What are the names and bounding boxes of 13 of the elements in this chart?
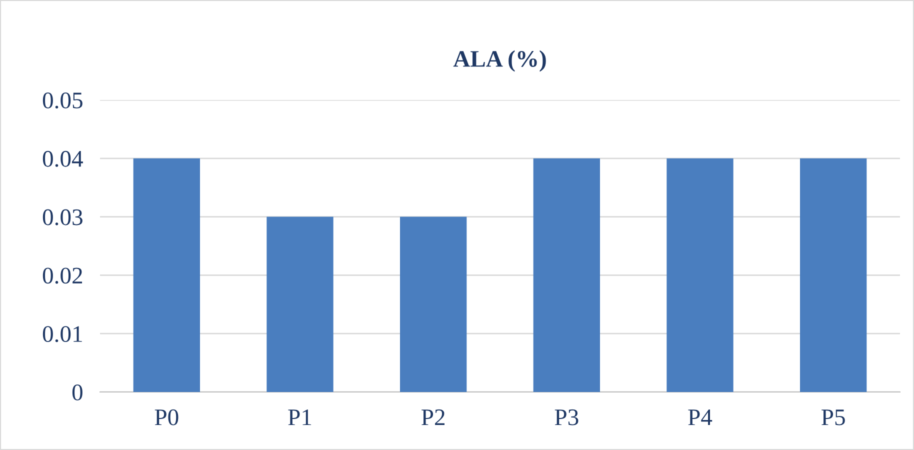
x-tick-label: P1 [288,409,312,426]
x-tick-label: P4 [688,410,712,426]
y-tick-label: 0.03 [42,209,82,226]
x-tick-label: P3 [554,409,578,426]
chart-title: ALA (%) [453,50,546,72]
y-tick-label: 0.04 [42,150,83,167]
y-tick-label: 0.01 [42,326,82,342]
y-tick-label: 0.02 [42,268,82,284]
x-tick-label: P0 [154,409,178,426]
x-tick-label: P5 [822,410,845,426]
y-tick-label: 0 [72,384,82,400]
y-tick-label: 0.05 [42,92,82,109]
x-tick-label: P2 [422,409,444,426]
